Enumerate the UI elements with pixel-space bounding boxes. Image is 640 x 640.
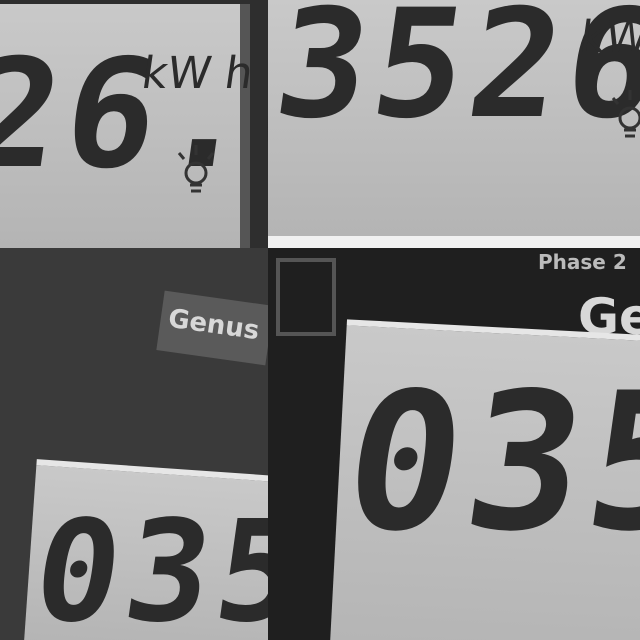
unit-label: kW [576,12,640,63]
bulb-icon [177,145,215,193]
tile: Genus 035 [0,248,268,640]
meter-reading: 0352 [332,352,640,573]
bulb-icon [611,90,640,138]
meter-reading: 035 [24,491,268,640]
lcd-edge [268,236,640,248]
tile: 3526.0 kW [268,0,640,248]
led-window [276,258,336,336]
tile: Phase 2 Ge 0352 [268,248,640,640]
lcd-panel [268,0,640,236]
caption: Phase 2 [538,250,627,274]
lcd-panel [0,4,250,248]
tile: 26.0 kW h [0,0,268,248]
unit-label: kW h [138,48,257,99]
